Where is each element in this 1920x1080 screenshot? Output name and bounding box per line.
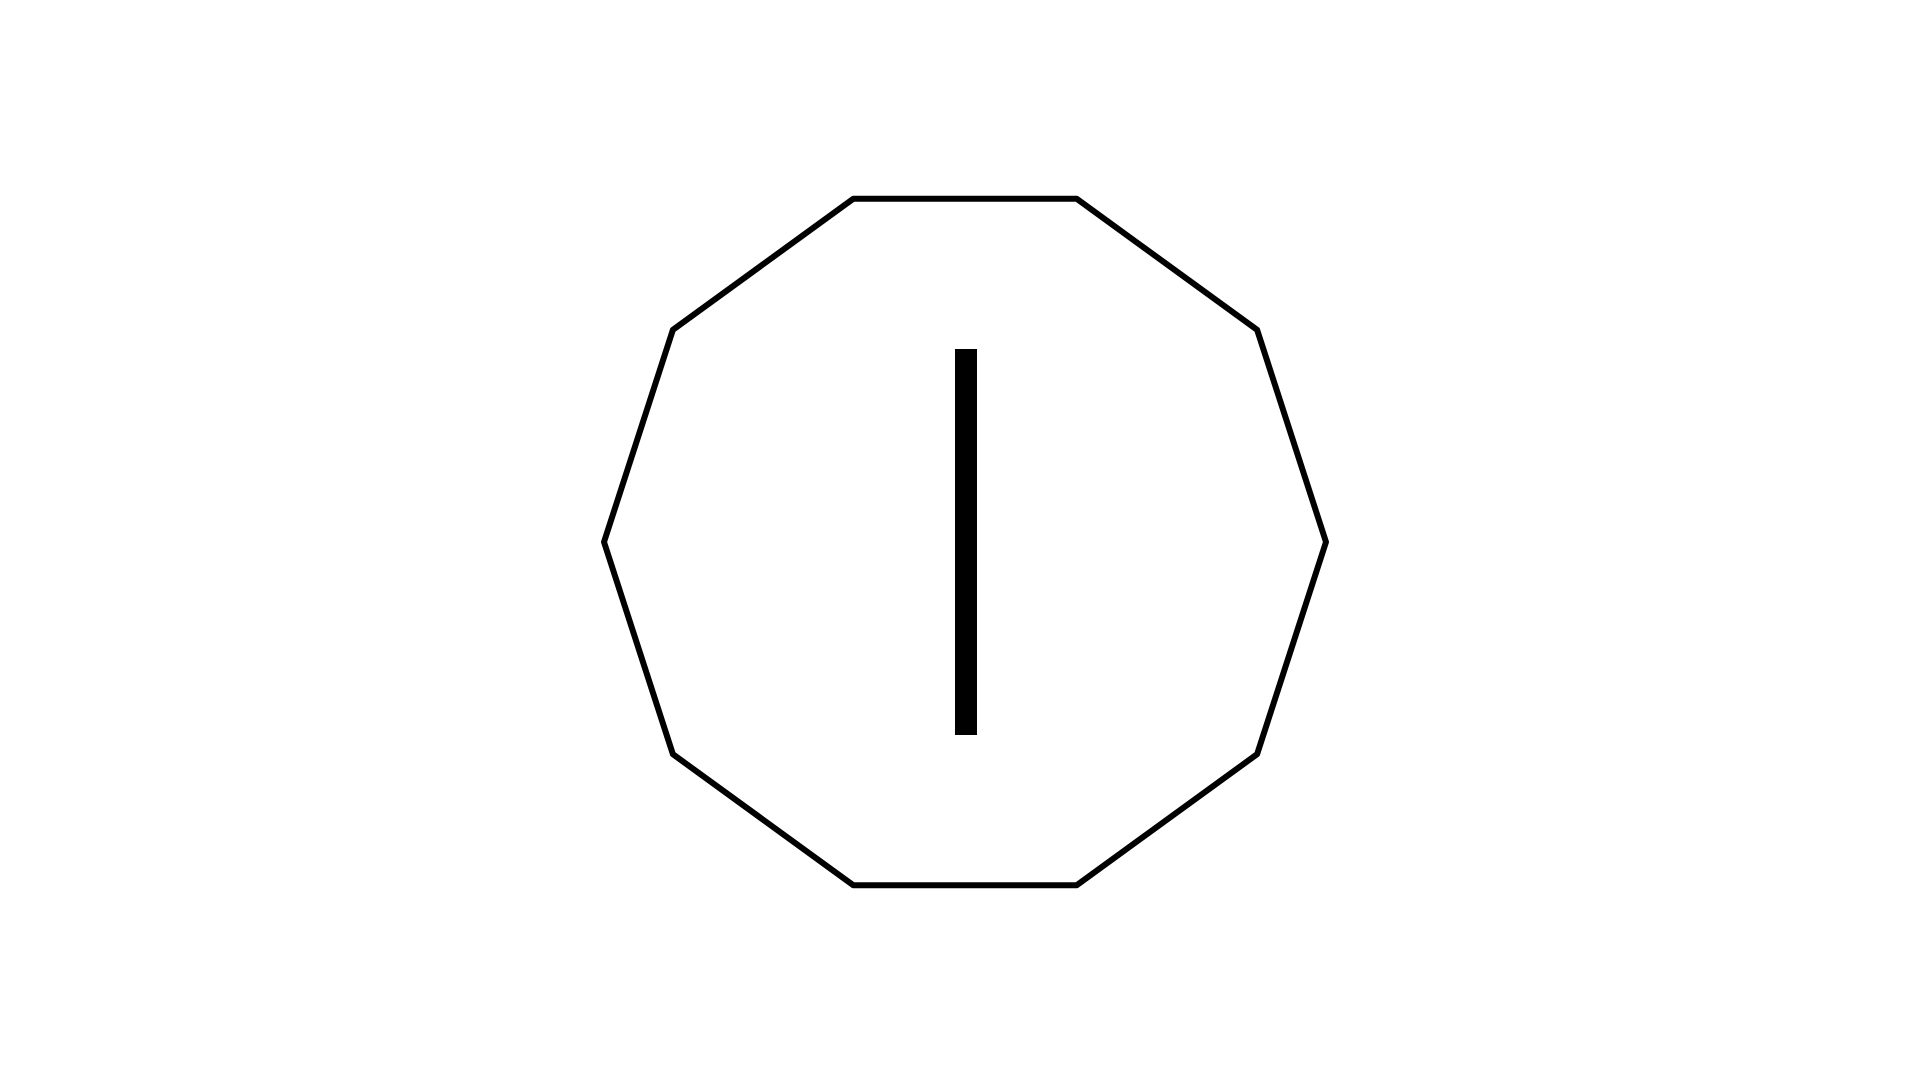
vertical-bar <box>955 349 977 735</box>
decagon-outline <box>601 195 1329 889</box>
